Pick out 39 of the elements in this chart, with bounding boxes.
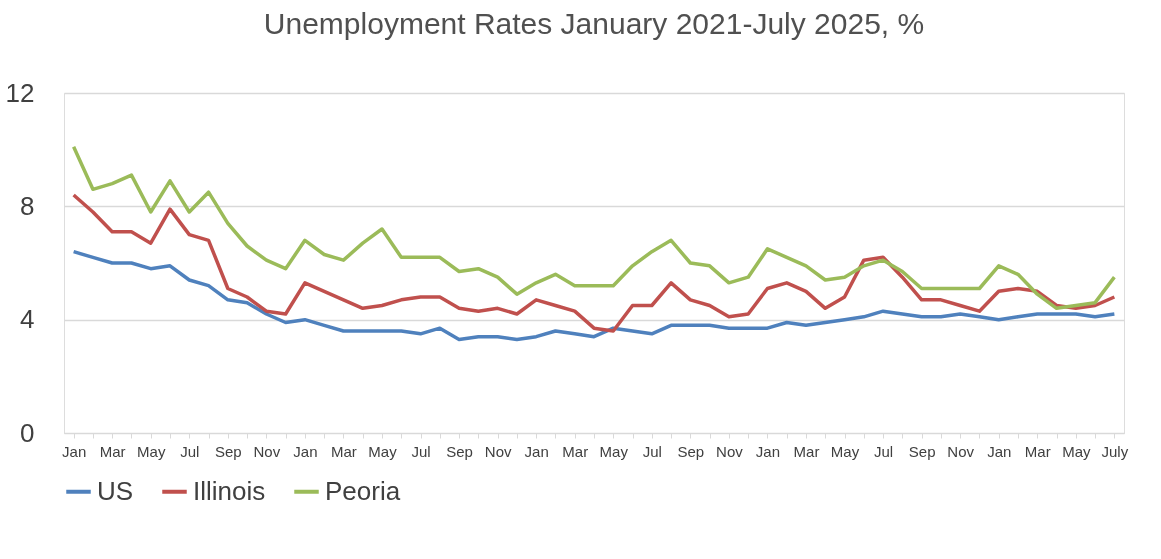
x-tick-label: July <box>1101 442 1129 460</box>
x-tick-label: May <box>830 442 860 460</box>
x-tick-label: Jan <box>524 442 549 460</box>
y-tick-label: 12 <box>5 77 35 108</box>
y-tick-label: 0 <box>20 417 35 448</box>
x-tick-label: Mar <box>331 442 357 460</box>
x-tick-label: Sep <box>908 442 936 460</box>
y-tick-label: 4 <box>20 304 35 335</box>
line-series <box>71 249 1117 342</box>
x-tick-label: Sep <box>677 442 705 460</box>
x-tick-label: Nov <box>716 442 744 460</box>
x-tick-label: Sep <box>214 442 242 460</box>
x-tick-label: Mar <box>562 442 589 460</box>
x-tick-label: Sep <box>446 442 473 460</box>
line-series <box>71 145 1117 311</box>
x-tick-label: May <box>368 442 398 460</box>
x-tick-label: Jul <box>180 442 200 460</box>
x-tick-label: Nov <box>253 442 281 460</box>
x-tick-label: May <box>137 442 166 460</box>
x-tick-label: Jul <box>874 442 894 460</box>
x-tick-label: Nov <box>947 442 975 460</box>
x-tick-label: Mar <box>1024 442 1051 460</box>
x-tick-label: May <box>1062 442 1091 460</box>
y-tick-label: 8 <box>20 190 35 221</box>
x-tick-label: Jan <box>755 442 781 460</box>
x-tick-label: Jul <box>642 442 662 460</box>
legend-label: Illinois <box>193 475 266 506</box>
x-tick-label: Jan <box>62 442 87 460</box>
x-tick-label: Jan <box>987 442 1012 460</box>
x-tick-label: May <box>599 442 629 460</box>
x-tick-label: Jan <box>293 442 318 460</box>
x-tick-label: Mar <box>99 442 126 460</box>
chart-title: Unemployment Rates January 2021-July 2025, % <box>263 7 925 40</box>
legend-label: Peoria <box>325 475 401 506</box>
x-tick-label: Jul <box>411 442 431 460</box>
legend-label: US <box>97 475 134 506</box>
line-series <box>71 193 1117 333</box>
x-tick-label: Nov <box>484 442 512 460</box>
x-tick-label: Mar <box>793 442 820 460</box>
